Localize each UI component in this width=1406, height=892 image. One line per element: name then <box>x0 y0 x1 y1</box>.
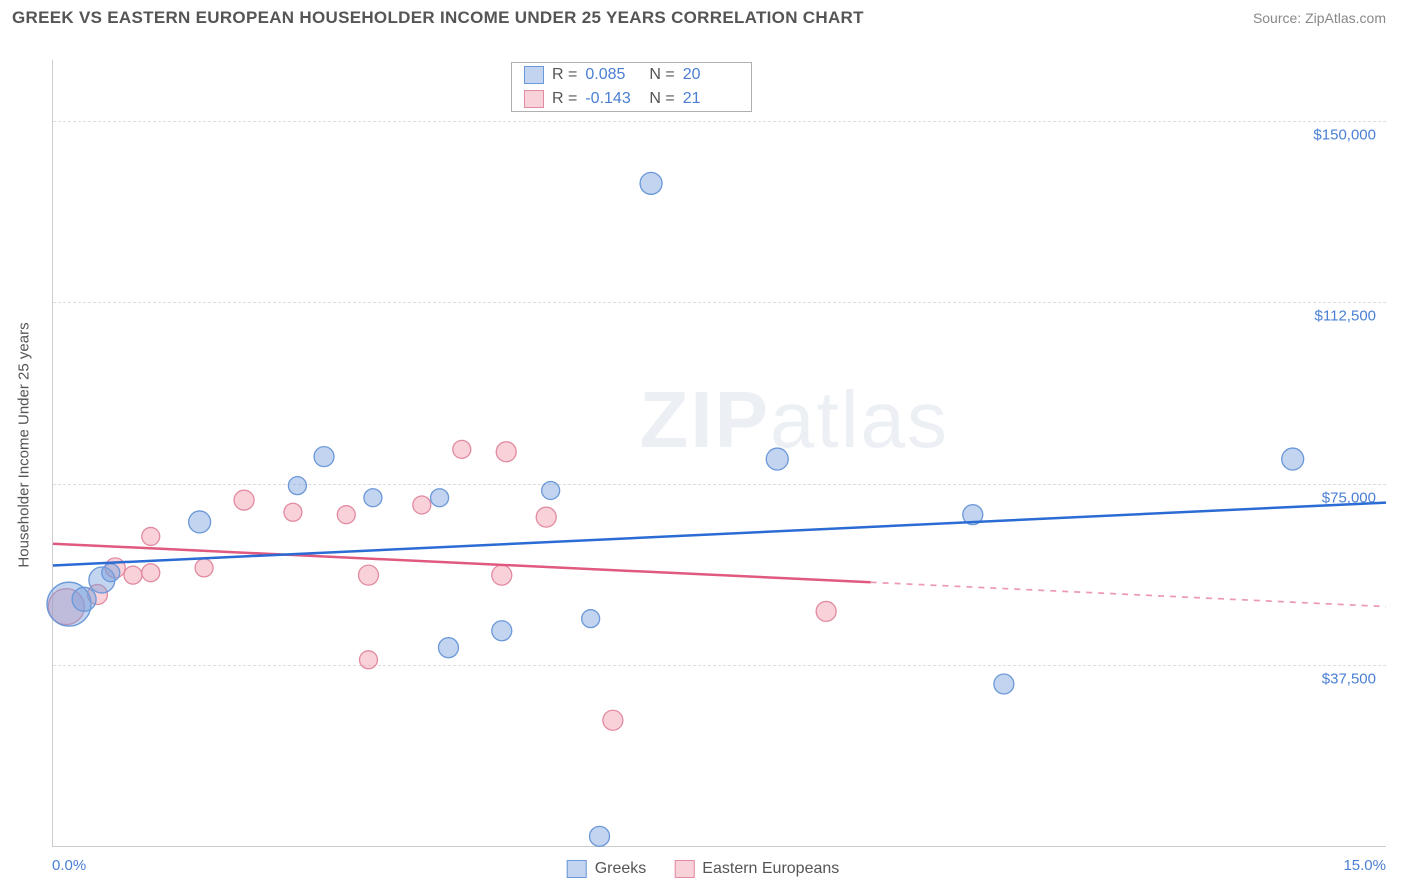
data-point <box>189 511 211 533</box>
y-axis-title: Householder Income Under 25 years <box>16 322 33 567</box>
plot-area: ZIPatlas R = 0.085 N = 20 R = -0.143 N =… <box>52 60 1386 847</box>
data-point <box>492 621 512 641</box>
data-point <box>364 489 382 507</box>
data-point <box>358 565 378 585</box>
data-point <box>453 440 471 458</box>
plot-svg <box>53 60 1386 846</box>
y-tick-label: $150,000 <box>1313 126 1376 143</box>
n-label-2: N = <box>649 90 674 108</box>
data-point <box>72 587 96 611</box>
y-tick-label: $37,500 <box>1322 671 1376 688</box>
data-point <box>496 442 516 462</box>
chart-header: GREEK VS EASTERN EUROPEAN HOUSEHOLDER IN… <box>0 0 1406 36</box>
data-point <box>337 506 355 524</box>
data-point <box>124 566 142 584</box>
r-value-greeks: 0.085 <box>585 66 641 84</box>
data-point <box>603 710 623 730</box>
data-point <box>314 447 334 467</box>
legend-row-eastern: R = -0.143 N = 21 <box>512 87 751 111</box>
data-point <box>590 826 610 846</box>
r-label-2: R = <box>552 90 577 108</box>
swatch-greeks-bottom <box>567 860 587 878</box>
data-point <box>431 489 449 507</box>
chart-container: ZIPatlas R = 0.085 N = 20 R = -0.143 N =… <box>52 60 1386 847</box>
data-point <box>102 564 120 582</box>
data-point <box>284 503 302 521</box>
data-point <box>234 490 254 510</box>
data-point <box>542 481 560 499</box>
legend-correlation-box: R = 0.085 N = 20 R = -0.143 N = 21 <box>511 62 752 112</box>
legend-row-greeks: R = 0.085 N = 20 <box>512 63 751 87</box>
r-value-eastern: -0.143 <box>585 90 641 108</box>
x-min-label: 0.0% <box>52 857 86 874</box>
data-point <box>492 565 512 585</box>
n-value-eastern: 21 <box>683 90 739 108</box>
swatch-eastern-bottom <box>674 860 694 878</box>
chart-source: Source: ZipAtlas.com <box>1253 10 1386 26</box>
chart-title: GREEK VS EASTERN EUROPEAN HOUSEHOLDER IN… <box>12 8 864 28</box>
data-point <box>816 601 836 621</box>
legend-label-eastern: Eastern Europeans <box>702 860 839 878</box>
regression-line <box>53 544 871 583</box>
swatch-greeks <box>524 66 544 84</box>
legend-series: Greeks Eastern Europeans <box>567 860 840 878</box>
data-point <box>142 527 160 545</box>
n-label-1: N = <box>649 66 674 84</box>
data-point <box>994 674 1014 694</box>
data-point <box>766 448 788 470</box>
data-point <box>438 638 458 658</box>
data-point <box>359 651 377 669</box>
y-tick-label: $75,000 <box>1322 489 1376 506</box>
data-point <box>536 507 556 527</box>
legend-label-greeks: Greeks <box>595 860 647 878</box>
data-point <box>1282 448 1304 470</box>
data-point <box>640 172 662 194</box>
n-value-greeks: 20 <box>683 66 739 84</box>
x-max-label: 15.0% <box>1343 857 1386 874</box>
regression-line <box>53 503 1386 566</box>
y-tick-label: $112,500 <box>1315 308 1376 325</box>
data-point <box>582 610 600 628</box>
r-label-1: R = <box>552 66 577 84</box>
data-point <box>413 496 431 514</box>
data-point <box>288 477 306 495</box>
legend-item-eastern: Eastern Europeans <box>674 860 839 878</box>
regression-line-extrapolated <box>871 582 1386 606</box>
swatch-eastern <box>524 90 544 108</box>
data-point <box>195 559 213 577</box>
legend-item-greeks: Greeks <box>567 860 647 878</box>
data-point <box>142 564 160 582</box>
